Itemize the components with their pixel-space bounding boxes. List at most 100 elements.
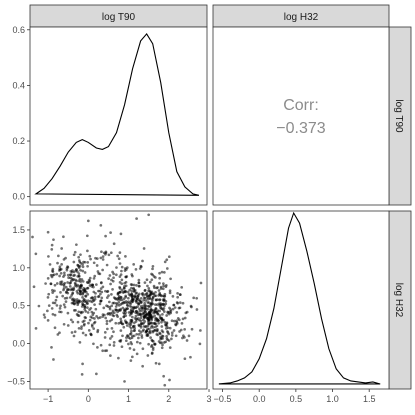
scatter-point: [116, 298, 120, 302]
scatter-point: [142, 298, 145, 302]
scatter-point: [119, 317, 123, 321]
scatter-point: [77, 266, 81, 270]
scatter-point: [96, 328, 100, 332]
scatter-point: [165, 334, 168, 338]
scatter-point: [47, 304, 51, 307]
scatter-point: [139, 331, 143, 334]
scatter-point: [112, 242, 116, 246]
scatter-point: [81, 362, 84, 366]
scatter-point: [145, 316, 149, 320]
scatter-point: [119, 340, 122, 343]
scatter-point: [169, 277, 172, 281]
scatter-point: [120, 282, 124, 286]
scatter-point: [144, 324, 148, 328]
scatter-point: [80, 373, 84, 376]
scatter-point: [84, 300, 88, 304]
scatter-point: [170, 331, 174, 335]
scatter-point: [149, 280, 152, 284]
scatter-point: [130, 286, 133, 290]
scatter-point: [135, 332, 139, 336]
scatter-point: [126, 290, 130, 294]
scatter-point: [119, 232, 123, 236]
scatter-point: [183, 327, 186, 331]
scatter-point: [93, 297, 97, 301]
scatter-point: [161, 343, 164, 347]
scatter-point: [128, 301, 132, 305]
scatter-point: [142, 325, 146, 328]
scatter-point: [50, 346, 53, 349]
scatter-point: [158, 281, 161, 285]
scatter-point: [135, 284, 138, 287]
scatter-point: [58, 331, 61, 335]
scatter-point: [126, 296, 130, 300]
scatter-point: [128, 294, 132, 297]
scatter-point: [94, 291, 97, 295]
scatter-point: [59, 304, 62, 308]
scatter-point: [46, 230, 50, 234]
x-axis-t90-tick-label: 1: [126, 394, 131, 404]
scatter-point: [89, 306, 93, 310]
scatter-point: [132, 263, 136, 266]
scatter-point: [83, 307, 87, 311]
scatter-point: [124, 339, 128, 343]
scatter-point: [175, 320, 179, 324]
scatter-point: [66, 281, 69, 284]
scatter-point: [117, 257, 121, 261]
scatter-point: [164, 340, 168, 344]
scatter-point: [157, 321, 160, 325]
scatter-point: [72, 334, 76, 338]
scatter-point: [80, 327, 83, 331]
scatter-point: [71, 292, 74, 296]
scatter-point: [183, 357, 187, 361]
scatter-point: [98, 272, 102, 276]
scatter-point: [86, 293, 90, 296]
scatter-point: [122, 315, 126, 319]
scatter-point: [109, 354, 112, 357]
scatter-point: [123, 269, 127, 273]
scatter-point: [51, 288, 54, 292]
scatter-point: [58, 310, 61, 314]
scatter-point: [137, 333, 141, 336]
scatter-point: [137, 278, 141, 282]
scatter-point: [82, 319, 86, 323]
scatter-point: [154, 298, 158, 302]
scatter-point: [130, 318, 134, 322]
scatter-point: [128, 332, 132, 336]
scatter-point: [123, 380, 126, 383]
scatter-point: [148, 293, 151, 297]
scatter-point: [103, 336, 107, 339]
scatter-point: [163, 260, 167, 264]
scatter-point: [46, 309, 49, 313]
scatter-point: [105, 322, 109, 326]
scatter-point: [147, 301, 151, 304]
scatter-point: [86, 249, 89, 253]
x-axis-h32-tick-label: 1.0: [326, 394, 339, 404]
scatter-point: [120, 298, 124, 302]
scatter-point: [174, 323, 177, 326]
scatter-point: [171, 307, 175, 311]
scatter-point: [152, 340, 155, 343]
scatter-point: [128, 347, 132, 350]
scatter-point: [86, 299, 90, 303]
scatter-point: [95, 314, 98, 318]
scatter-point: [129, 312, 133, 315]
scatter-point: [151, 296, 155, 300]
scatter-point: [108, 274, 112, 277]
scatter-point: [157, 289, 161, 292]
scatter-point: [92, 261, 96, 265]
scatter-point: [175, 311, 179, 314]
scatter-point: [139, 264, 143, 268]
scatter-point: [154, 276, 157, 279]
scatter-point: [168, 289, 172, 293]
scatter-point: [176, 295, 179, 299]
scatter-point: [130, 295, 134, 299]
scatter-point: [103, 331, 107, 334]
scatter-point: [98, 289, 102, 293]
scatter-point: [72, 253, 76, 257]
scatter-point: [150, 352, 154, 355]
scatter-point: [119, 303, 123, 306]
scatter-point: [106, 327, 109, 331]
scatter-point: [79, 284, 83, 288]
y-axis-t90-tick-label: 0.4: [12, 80, 25, 90]
scatter-point: [145, 333, 149, 336]
